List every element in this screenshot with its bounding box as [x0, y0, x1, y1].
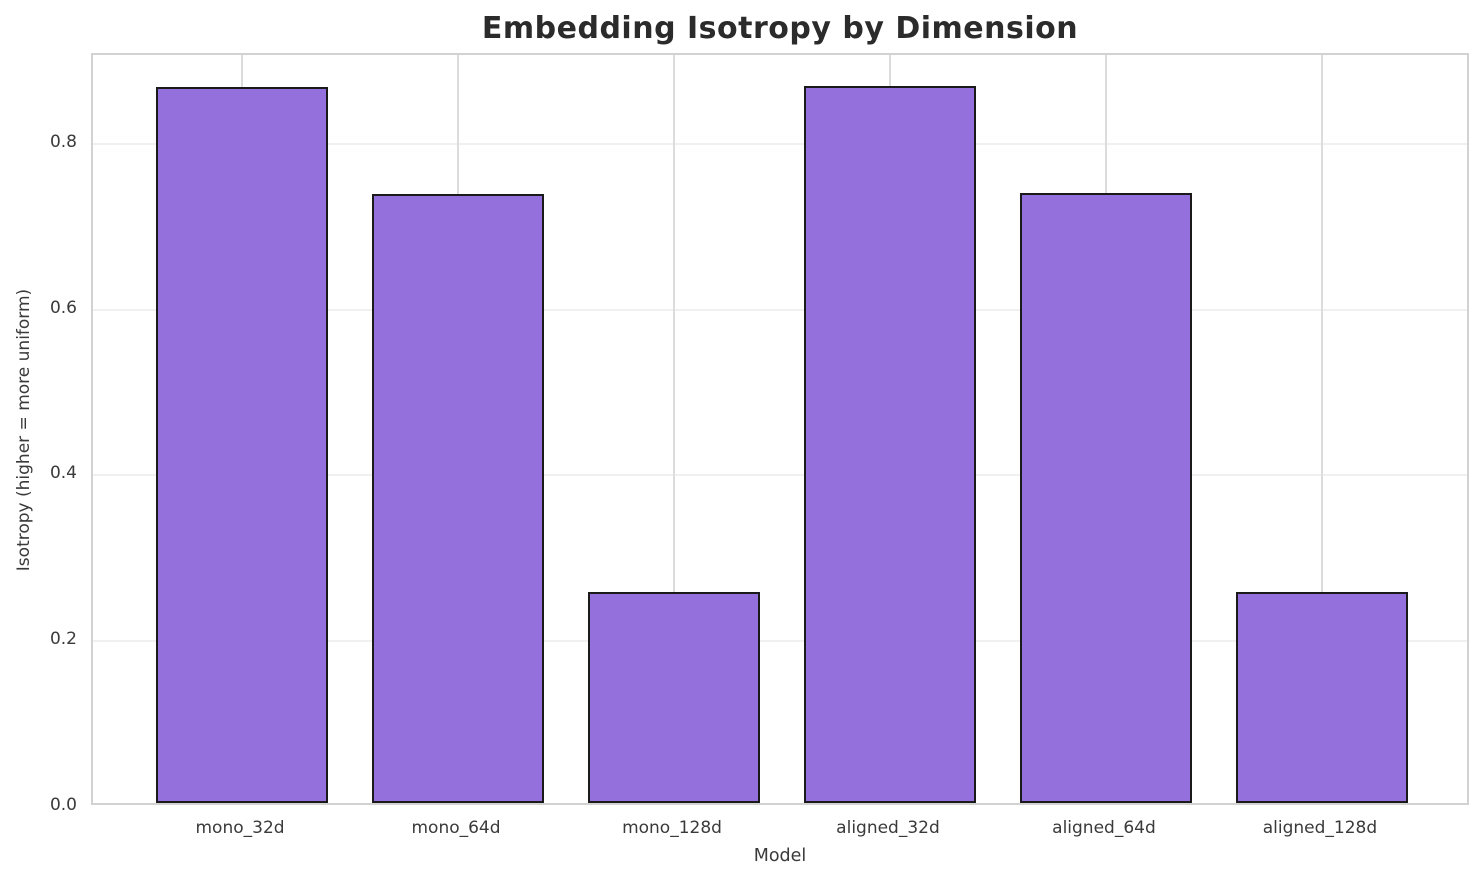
y-axis-label: Isotropy (higher = more uniform) — [14, 288, 34, 572]
horizontal-gridline — [93, 474, 1467, 477]
y-tick-label: 0.4 — [49, 463, 77, 484]
bar-aligned_64d — [1019, 192, 1193, 803]
horizontal-gridline — [93, 308, 1467, 311]
plot-area — [91, 53, 1469, 805]
bar-aligned_32d — [803, 85, 977, 803]
x-axis-label: Model — [753, 846, 807, 866]
x-tick-label: mono_64d — [411, 818, 501, 838]
chart-title: Embedding Isotropy by Dimension — [481, 11, 1079, 46]
x-tick-label: mono_32d — [195, 818, 285, 838]
x-tick-label: mono_128d — [622, 818, 722, 838]
horizontal-gridline — [93, 640, 1467, 643]
bar-mono_64d — [371, 193, 545, 803]
vertical-gridline — [673, 55, 675, 803]
bar-aligned_128d — [1235, 591, 1409, 803]
vertical-gridline — [1320, 55, 1323, 803]
bar-mono_128d — [587, 591, 761, 803]
x-tick-label: aligned_64d — [1052, 818, 1156, 838]
y-tick-label: 0.0 — [49, 795, 77, 815]
y-tick-label: 0.8 — [49, 131, 77, 152]
y-tick-label: 0.2 — [49, 629, 77, 650]
horizontal-gridline — [93, 142, 1467, 145]
bar-mono_32d — [155, 87, 329, 803]
x-tick-label: aligned_128d — [1262, 818, 1378, 838]
y-tick-label: 0.6 — [49, 297, 77, 318]
x-tick-label: aligned_32d — [836, 818, 940, 838]
